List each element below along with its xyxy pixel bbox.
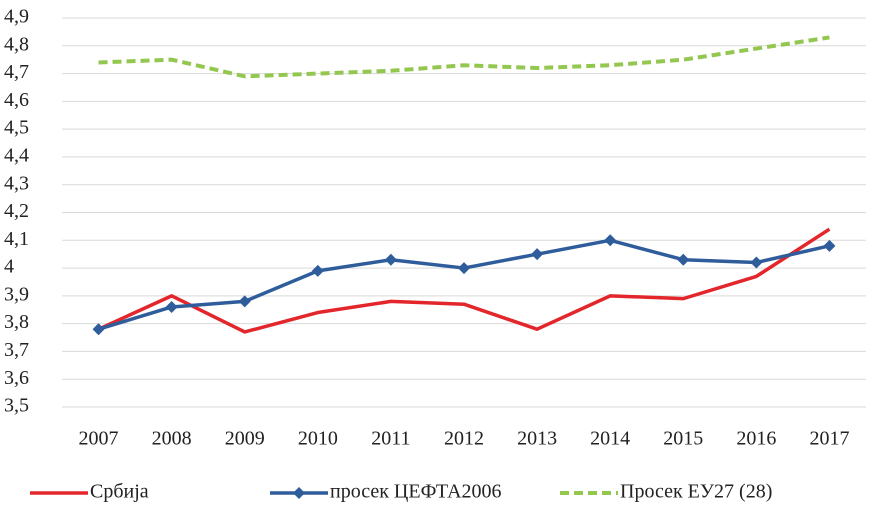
marker — [165, 300, 178, 313]
y-tick-label: 3,6 — [4, 367, 29, 389]
marker — [823, 239, 836, 252]
series-line — [97, 227, 831, 334]
y-tick-label: 4,4 — [4, 145, 29, 167]
x-tick-label: 2007 — [79, 428, 119, 450]
y-tick-label: 3,7 — [4, 339, 29, 361]
legend-marker — [293, 487, 305, 499]
x-tick-label: 2014 — [590, 428, 630, 450]
x-tick-label: 2015 — [663, 428, 703, 450]
x-tick-label: 2013 — [517, 428, 557, 450]
y-tick-label: 4 — [4, 256, 14, 278]
marker — [604, 234, 617, 247]
y-tick-label: 4,8 — [4, 33, 29, 55]
marker — [677, 253, 690, 266]
y-tick-label: 4,3 — [4, 172, 29, 194]
y-tick-label: 4,2 — [4, 200, 29, 222]
x-tick-label: 2010 — [298, 428, 338, 450]
marker — [311, 264, 324, 277]
marker — [531, 248, 544, 261]
y-tick-label: 4,5 — [4, 117, 29, 139]
y-tick-label: 3,5 — [4, 395, 29, 417]
x-tick-label: 2011 — [371, 428, 410, 450]
y-tick-label: 3,8 — [4, 311, 29, 333]
marker — [750, 256, 763, 269]
legend-label: Просек ЕУ27 (28) — [620, 481, 772, 503]
x-tick-label: 2016 — [736, 428, 776, 450]
marker — [238, 295, 251, 308]
series-line — [98, 35, 830, 79]
y-tick-label: 3,9 — [4, 283, 29, 305]
legend-label: Србија — [90, 481, 149, 503]
marker — [384, 253, 397, 266]
y-tick-label: 4,6 — [4, 89, 29, 111]
marker — [92, 323, 105, 336]
legend-label: просек ЦЕФТА2006 — [330, 481, 502, 503]
y-tick-label: 4,1 — [4, 228, 29, 250]
marker — [458, 262, 470, 275]
x-tick-label: 2008 — [152, 428, 192, 450]
x-tick-label: 2017 — [809, 428, 849, 450]
y-tick-label: 4,7 — [4, 61, 29, 83]
y-tick-label: 4,9 — [4, 6, 29, 28]
x-tick-label: 2009 — [225, 428, 265, 450]
x-tick-label: 2012 — [444, 428, 484, 450]
